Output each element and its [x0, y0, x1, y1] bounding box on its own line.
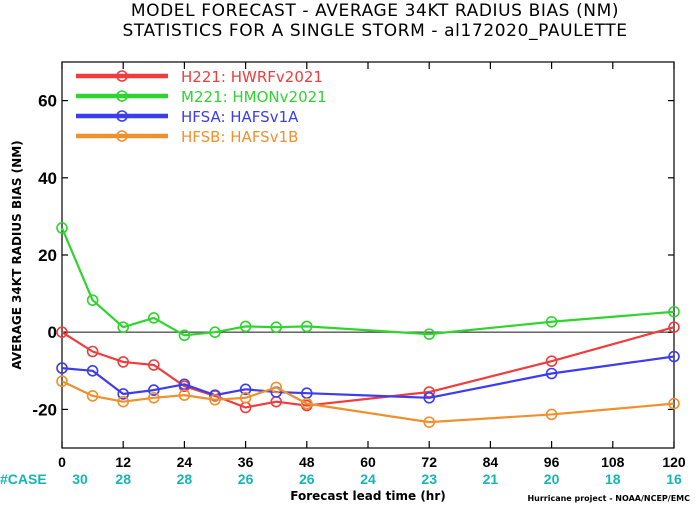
- legend-label: HFSA: HAFSv1A: [181, 108, 299, 126]
- data-point: [56, 326, 68, 339]
- data-point: [239, 392, 252, 404]
- data-point: [668, 305, 680, 318]
- x-tick-label: 48: [299, 454, 315, 470]
- y-tick-label: 0: [48, 323, 57, 342]
- series-3: [56, 375, 680, 428]
- y-tick-label: -20: [32, 400, 57, 419]
- legend: H221: HWRFv2021 M221: HMONv2021 HFSA: HAFS…: [76, 68, 327, 146]
- data-point: [117, 356, 129, 368]
- data-point: [148, 312, 160, 324]
- data-point: [178, 389, 191, 401]
- x-tick-label: 96: [544, 454, 560, 470]
- case-count: 20: [544, 471, 560, 487]
- x-axis-ticks: 0 12 24 36 48 60 72 84 96 108 120: [58, 62, 686, 470]
- x-tick-label: 60: [360, 454, 376, 470]
- data-point: [86, 294, 99, 306]
- data-point: [545, 367, 558, 380]
- x-tick-label: 24: [177, 454, 193, 470]
- legend-marker: [116, 130, 128, 142]
- chart-title: MODEL FORECAST - AVERAGE 34KT RADIUS BIA…: [131, 1, 619, 21]
- legend-item: H221: HWRFv2021: [76, 68, 323, 86]
- case-count: 23: [421, 471, 437, 487]
- data-point: [209, 326, 221, 339]
- y-tick-label: 40: [38, 169, 57, 188]
- data-point: [668, 397, 680, 410]
- data-point: [270, 381, 283, 394]
- data-point: [178, 378, 191, 391]
- case-count: 16: [666, 471, 682, 487]
- data-point: [178, 329, 191, 342]
- series-layer: [56, 222, 680, 428]
- case-label: #CASE: [0, 471, 47, 487]
- data-point: [56, 222, 68, 234]
- x-tick-label: 120: [662, 454, 686, 470]
- data-point: [300, 397, 313, 410]
- data-point: [148, 384, 160, 396]
- legend-marker: [116, 70, 128, 82]
- chart-subtitle: STATISTICS FOR A SINGLE STORM - al172020…: [122, 21, 627, 41]
- series-2: [56, 350, 680, 404]
- data-point: [117, 321, 129, 333]
- data-point: [56, 375, 68, 388]
- case-count: 26: [238, 471, 254, 487]
- data-point: [545, 315, 558, 328]
- x-tick-label: 12: [115, 454, 131, 470]
- legend-label: M221: HMONv2021: [181, 88, 327, 106]
- data-point: [86, 345, 99, 358]
- data-point: [270, 321, 283, 333]
- case-count-row: #CASE 30 28 28 26 26 24 23 21 20 18 16: [0, 471, 682, 487]
- legend-label: H221: HWRFv2021: [181, 68, 323, 86]
- data-point: [300, 320, 313, 333]
- data-point: [423, 392, 436, 404]
- data-point: [239, 320, 252, 333]
- case-count: 28: [115, 471, 131, 487]
- x-tick-label: 108: [601, 454, 625, 470]
- data-point: [239, 383, 252, 396]
- credit-text: Hurricane project - NOAA/NCEP/EMC: [527, 494, 690, 503]
- case-count: 30: [72, 471, 88, 487]
- data-point: [209, 393, 221, 406]
- data-point: [117, 395, 129, 408]
- data-point: [117, 388, 129, 400]
- legend-label: HFSB: HAFSv1B: [181, 128, 298, 146]
- x-axis-label: Forecast lead time (hr): [290, 489, 446, 503]
- case-count: 24: [360, 471, 376, 487]
- data-point: [148, 392, 160, 404]
- series-1: [56, 222, 680, 342]
- y-tick-label: 20: [38, 246, 57, 265]
- data-point: [545, 355, 558, 367]
- case-count: 26: [299, 471, 315, 487]
- y-tick-label: 60: [38, 92, 57, 111]
- data-point: [86, 390, 99, 402]
- case-count: 18: [605, 471, 621, 487]
- data-point: [668, 350, 680, 363]
- x-tick-label: 72: [421, 454, 437, 470]
- x-tick-label: 84: [483, 454, 499, 470]
- legend-item: HFSA: HAFSv1A: [76, 108, 299, 126]
- x-tick-label: 0: [58, 454, 66, 470]
- data-point: [148, 359, 160, 371]
- legend-item: M221: HMONv2021: [76, 88, 327, 106]
- legend-item: HFSB: HAFSv1B: [76, 128, 298, 146]
- data-point: [423, 416, 436, 428]
- data-point: [86, 364, 99, 377]
- series-line: [60, 227, 675, 337]
- y-axis-label: AVERAGE 34KT RADIUS BIAS (NM): [10, 140, 24, 369]
- series-line: [61, 355, 675, 399]
- data-point: [56, 362, 68, 374]
- case-count: 28: [177, 471, 193, 487]
- legend-marker: [116, 90, 128, 102]
- y-axis-ticks: -20 0 20 40 60: [32, 92, 674, 419]
- series-line: [61, 380, 675, 424]
- legend-marker: [116, 110, 128, 122]
- data-point: [545, 408, 558, 421]
- data-point: [668, 321, 680, 333]
- case-count: 21: [483, 471, 499, 487]
- data-point: [423, 328, 436, 340]
- x-tick-label: 36: [238, 454, 254, 470]
